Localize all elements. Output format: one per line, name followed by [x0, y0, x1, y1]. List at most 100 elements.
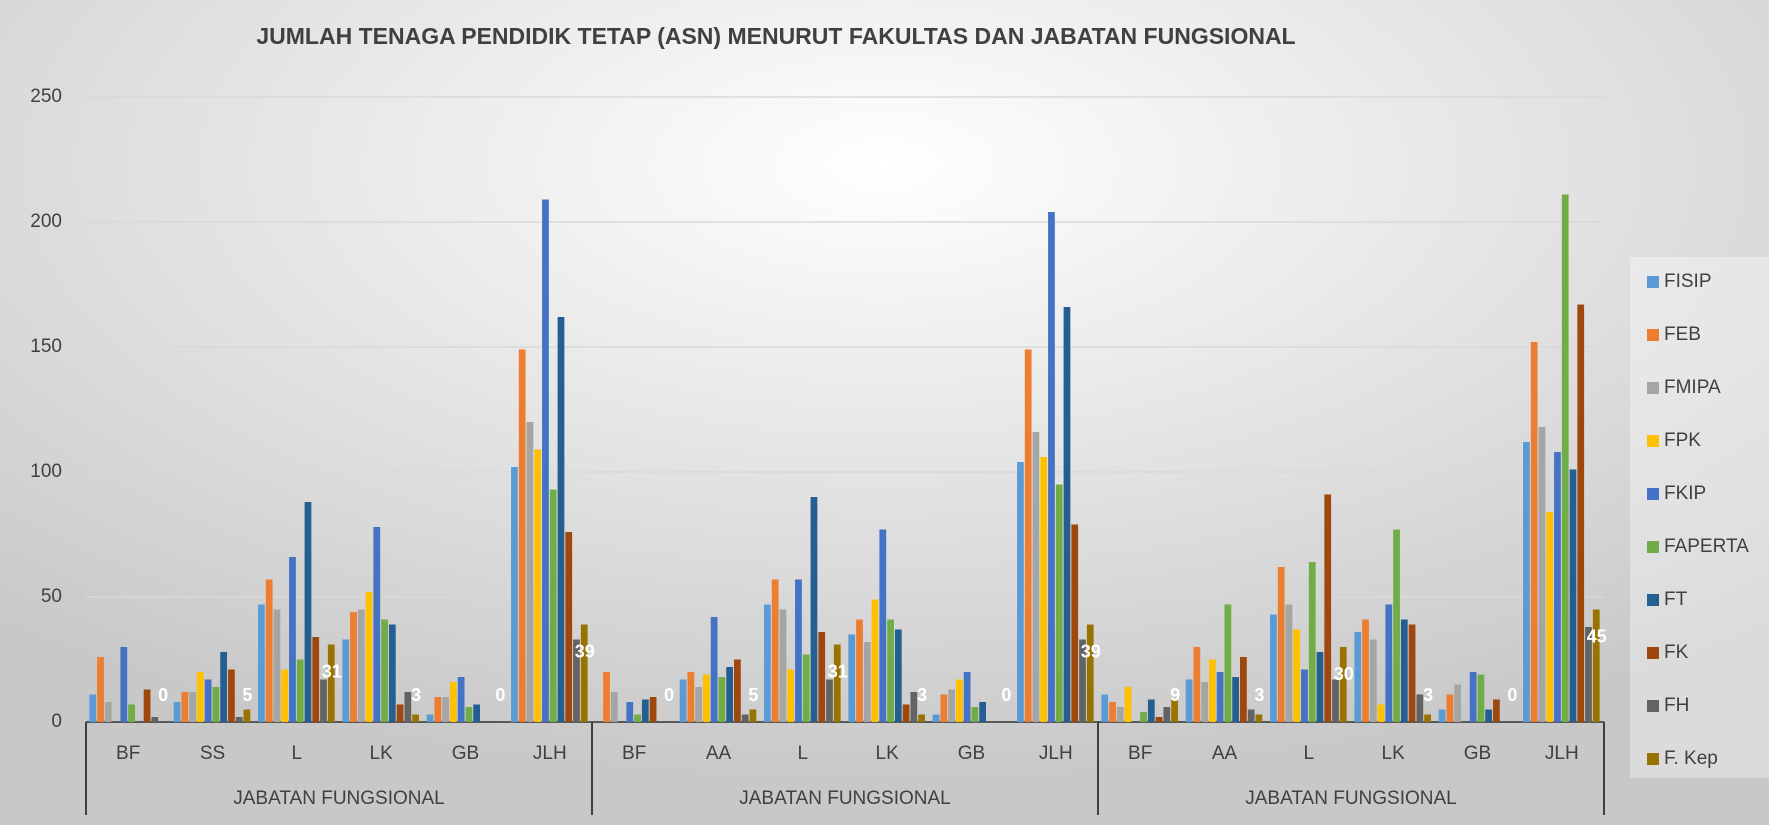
legend-label: FPK [1664, 430, 1701, 451]
x-tick-label: JLH [1039, 743, 1073, 764]
bar [518, 349, 526, 722]
data-label: 5 [748, 685, 758, 705]
bar [1216, 672, 1224, 722]
bar [1270, 614, 1277, 722]
bar [1393, 529, 1400, 722]
bar [1116, 707, 1124, 722]
legend-label: FH [1664, 695, 1689, 716]
bar [1569, 469, 1577, 722]
bar [1485, 709, 1493, 722]
bar [1530, 342, 1538, 722]
bar [442, 697, 449, 722]
bar [534, 449, 542, 722]
bar [979, 702, 987, 722]
bar [97, 657, 104, 722]
bar [258, 604, 265, 722]
bar [196, 672, 204, 722]
bar [320, 679, 327, 722]
data-label: 39 [575, 641, 595, 661]
bar [143, 689, 151, 722]
data-label: 0 [664, 685, 674, 705]
bar [1155, 717, 1163, 722]
bar [932, 714, 940, 722]
bar [1332, 679, 1339, 722]
y-tick-label: 150 [30, 336, 62, 357]
bar [1424, 714, 1431, 722]
bar [1240, 657, 1247, 722]
y-tick-label: 50 [41, 586, 62, 607]
x-tick-label: JLH [1545, 743, 1579, 764]
legend-box [1630, 257, 1769, 778]
data-label: 3 [1423, 685, 1433, 705]
bar [120, 647, 128, 722]
bar [1224, 604, 1232, 722]
bar [1255, 714, 1263, 722]
legend-marker [1647, 594, 1659, 606]
bar [128, 704, 135, 722]
bar [281, 669, 289, 722]
bar [1163, 707, 1171, 722]
bar [549, 489, 557, 722]
bar [1416, 694, 1424, 722]
bar [1400, 619, 1408, 722]
bar [634, 714, 641, 722]
bar [1017, 462, 1024, 722]
legend-marker [1647, 329, 1659, 341]
bar [1071, 524, 1079, 722]
bar [1208, 659, 1216, 722]
bar [104, 702, 112, 722]
bar [863, 642, 871, 722]
bar [365, 592, 373, 722]
data-label: 0 [158, 685, 168, 705]
bar [1301, 669, 1308, 722]
bar [771, 579, 779, 722]
bar [89, 694, 97, 722]
bar [1024, 349, 1032, 722]
bar [741, 714, 749, 722]
bar [1055, 484, 1063, 722]
data-label: 3 [411, 685, 421, 705]
x-tick-label: GB [958, 743, 985, 764]
bar [734, 659, 741, 722]
bar [1063, 307, 1071, 722]
bar [810, 497, 818, 722]
bar [204, 679, 212, 722]
bar [1124, 687, 1132, 722]
bar [289, 557, 296, 722]
legend-marker [1647, 276, 1659, 288]
bar [963, 672, 971, 722]
bar [542, 199, 549, 722]
y-tick-label: 250 [30, 86, 62, 107]
bar [473, 704, 481, 722]
bar [1316, 652, 1324, 722]
bar [826, 679, 833, 722]
bar [818, 632, 826, 722]
y-tick-label: 0 [51, 711, 62, 732]
group-label: JABATAN FUNGSIONAL [1245, 788, 1457, 809]
bar [649, 697, 657, 722]
bar [1247, 709, 1255, 722]
bar [603, 672, 610, 722]
bar [1277, 567, 1285, 722]
legend-label: F. Kep [1664, 748, 1718, 769]
bar [918, 714, 925, 722]
bar [1109, 702, 1116, 722]
legend-marker [1647, 382, 1659, 394]
bar [373, 527, 381, 722]
x-tick-label: BF [116, 743, 140, 764]
x-tick-label: BF [622, 743, 646, 764]
bar [573, 639, 580, 722]
bar [1193, 647, 1201, 722]
bar [1293, 629, 1301, 722]
bar [357, 609, 365, 722]
bar [181, 692, 189, 722]
bar [902, 704, 910, 722]
bar [189, 692, 196, 722]
data-label: 5 [242, 685, 252, 705]
legend-marker [1647, 488, 1659, 500]
bar [342, 639, 350, 722]
bar [426, 714, 434, 722]
bar [833, 644, 841, 722]
bar [526, 422, 534, 722]
